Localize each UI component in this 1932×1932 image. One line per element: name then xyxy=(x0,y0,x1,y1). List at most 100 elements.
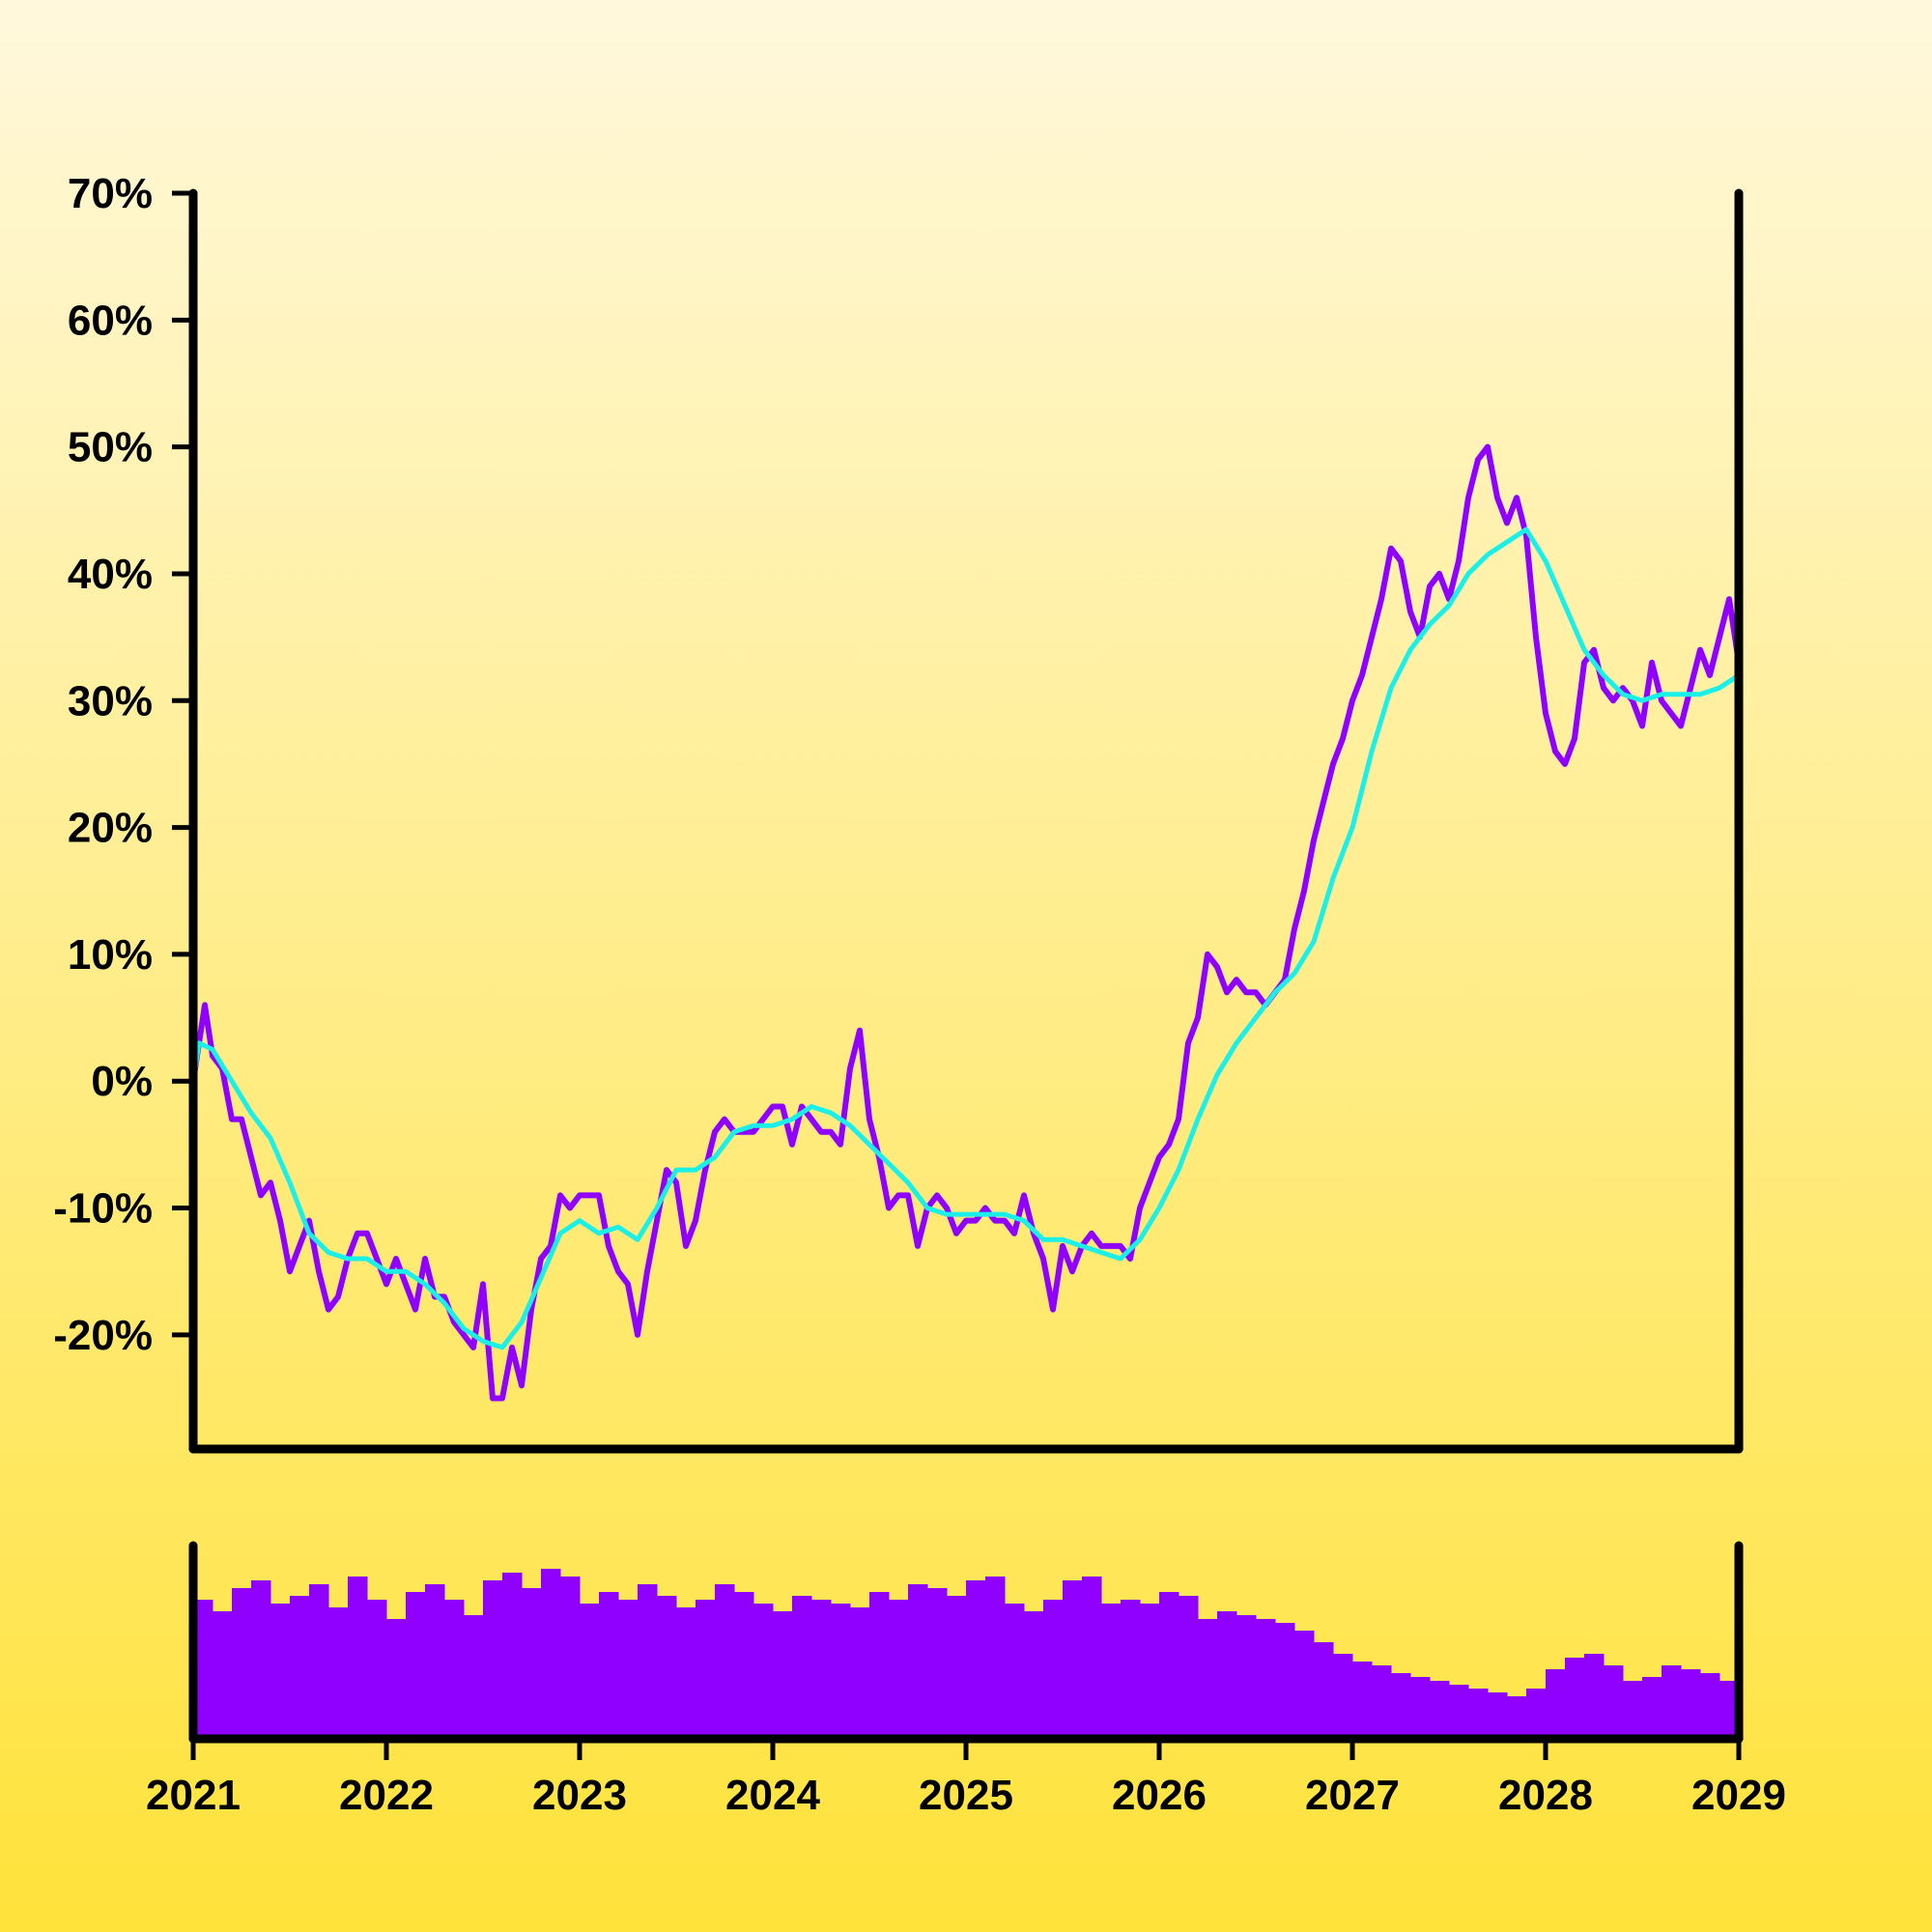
x-tick-label: 2022 xyxy=(339,1772,434,1819)
volume-bar xyxy=(850,1607,870,1739)
volume-bar xyxy=(1410,1677,1431,1739)
volume-bar xyxy=(425,1584,445,1739)
volume-bar xyxy=(618,1600,639,1739)
volume-bar xyxy=(1294,1631,1315,1739)
volume-bar xyxy=(580,1604,600,1739)
y-tick-label: 10% xyxy=(68,931,153,979)
volume-bar xyxy=(1352,1662,1373,1739)
volume-bar xyxy=(1043,1600,1064,1739)
x-tick-label: 2025 xyxy=(919,1772,1013,1819)
volume-bar xyxy=(676,1607,696,1739)
y-tick-label: -20% xyxy=(53,1312,153,1359)
volume-bar xyxy=(1198,1619,1218,1739)
volume-bar xyxy=(773,1611,793,1739)
y-tick-label: 20% xyxy=(68,805,153,852)
volume-bar xyxy=(309,1584,329,1739)
volume-bar xyxy=(599,1592,619,1739)
price-panel: 70% 60% 50% 40% 30% 20% 10% 0% -10% -20% xyxy=(53,170,1744,1454)
volume-bar xyxy=(1681,1669,1701,1739)
x-tick-label: 2029 xyxy=(1691,1772,1786,1819)
y-tick-label: 40% xyxy=(68,551,153,598)
x-tick-label: 2021 xyxy=(146,1772,241,1819)
x-tick-label: 2028 xyxy=(1498,1772,1593,1819)
volume-bar xyxy=(1623,1681,1643,1739)
y-tick-label: 60% xyxy=(68,297,153,344)
volume-bar xyxy=(1488,1692,1508,1739)
x-tick-label: 2026 xyxy=(1112,1772,1207,1819)
volume-bar xyxy=(502,1573,523,1739)
volume-bar xyxy=(483,1580,503,1739)
volume-bar xyxy=(831,1604,851,1739)
volume-bar xyxy=(734,1592,754,1739)
volume-bar xyxy=(1314,1642,1334,1739)
volume-bar xyxy=(1584,1654,1605,1739)
volume-bar xyxy=(1121,1600,1141,1739)
volume-bar xyxy=(1662,1665,1682,1739)
moving-average-line xyxy=(190,526,1742,1350)
volume-bar xyxy=(1082,1577,1102,1739)
volume-bar xyxy=(213,1611,233,1739)
volume-bar xyxy=(386,1619,407,1739)
x-tick-label: 2023 xyxy=(532,1772,627,1819)
volume-bar xyxy=(193,1600,213,1739)
volume-bar xyxy=(1063,1580,1083,1739)
volume-bar xyxy=(1101,1604,1122,1739)
volume-bar xyxy=(869,1592,890,1739)
volume-bar xyxy=(1179,1596,1199,1739)
volume-bar xyxy=(348,1577,368,1739)
volume-bar xyxy=(1526,1689,1547,1739)
y-tick-label: 70% xyxy=(68,170,153,217)
volume-bar xyxy=(1565,1658,1585,1739)
volume-bar xyxy=(1005,1604,1025,1739)
y-tick-label: 0% xyxy=(91,1058,153,1105)
volume-bar xyxy=(715,1584,735,1739)
volume-bar xyxy=(1700,1673,1720,1739)
volume-bar xyxy=(1507,1696,1527,1739)
volume-bar xyxy=(753,1604,774,1739)
volume-bar xyxy=(1372,1665,1392,1739)
volume-bar xyxy=(1642,1677,1662,1739)
volume-bar xyxy=(1546,1669,1566,1739)
volume-bar xyxy=(1140,1604,1160,1739)
volume-bar xyxy=(889,1600,909,1739)
volume-bar xyxy=(947,1596,967,1739)
volume-bar xyxy=(1275,1623,1295,1739)
volume-bar xyxy=(522,1588,542,1739)
volume-bar xyxy=(927,1588,948,1739)
x-tick-label: 2024 xyxy=(725,1772,820,1819)
y-tick-label: 50% xyxy=(68,424,153,471)
volume-bar xyxy=(1236,1615,1257,1739)
volume-bar xyxy=(541,1569,561,1739)
volume-bar xyxy=(1449,1685,1469,1739)
volume-bar xyxy=(638,1584,658,1739)
volume-bar xyxy=(1391,1673,1411,1739)
x-tick-label: 2027 xyxy=(1305,1772,1400,1819)
volume-bar xyxy=(464,1615,484,1739)
volume-bar xyxy=(560,1577,581,1739)
volume-bar xyxy=(270,1604,291,1739)
y-tick-label: 30% xyxy=(68,677,153,724)
volume-bar xyxy=(1604,1665,1624,1739)
volume-bar xyxy=(985,1577,1006,1739)
volume-bar xyxy=(696,1600,716,1739)
y-tick-label: -10% xyxy=(53,1185,153,1233)
volume-bar xyxy=(1333,1654,1353,1739)
volume-bar xyxy=(251,1580,271,1739)
volume-bar xyxy=(1159,1592,1179,1739)
volume-bar xyxy=(367,1600,387,1739)
volume-bar xyxy=(966,1580,986,1739)
volume-bar xyxy=(1217,1611,1237,1739)
volume-bar xyxy=(1256,1619,1276,1739)
volume-bar xyxy=(1719,1681,1740,1739)
volume-bar xyxy=(657,1596,677,1739)
volume-bar xyxy=(811,1600,832,1739)
volume-bar xyxy=(406,1592,426,1739)
volume-bar xyxy=(908,1584,928,1739)
volume-bar xyxy=(328,1607,349,1739)
volume-bar xyxy=(444,1600,465,1739)
volume-bar xyxy=(1024,1611,1044,1739)
volume-panel: 2021 2022 2023 2024 2025 2026 2027 2028 2029 xyxy=(146,1541,1786,1819)
volume-bar xyxy=(290,1596,310,1739)
